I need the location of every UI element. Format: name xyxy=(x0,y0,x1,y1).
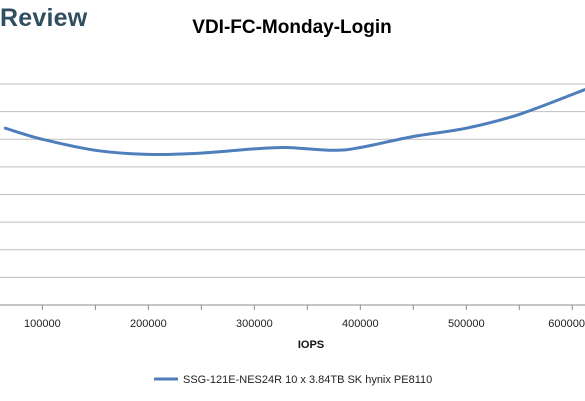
x-tick-label-3: 400000 xyxy=(342,318,379,330)
x-tick-label-0: 100000 xyxy=(24,318,61,330)
chart-title: VDI-FC-Monday-Login xyxy=(192,17,391,38)
x-tick-label-1: 200000 xyxy=(130,318,167,330)
x-axis xyxy=(0,304,585,310)
x-tick-label-2: 300000 xyxy=(236,318,273,330)
site-logo: Review xyxy=(0,4,88,32)
legend-label: SSG-121E-NES24R 10 x 3.84TB SK hynix PE8… xyxy=(183,374,432,386)
x-tick-label-4: 500000 xyxy=(448,318,485,330)
legend: SSG-121E-NES24R 10 x 3.84TB SK hynix PE8… xyxy=(154,374,432,386)
x-tick-labels: 100000 200000 300000 400000 500000 600000 xyxy=(24,318,585,330)
x-axis-title: IOPS xyxy=(298,339,324,351)
x-tick-label-5: 600000 xyxy=(548,318,585,330)
series-lines xyxy=(3,88,585,157)
gridlines xyxy=(0,83,585,278)
series-line-0 xyxy=(3,88,585,157)
